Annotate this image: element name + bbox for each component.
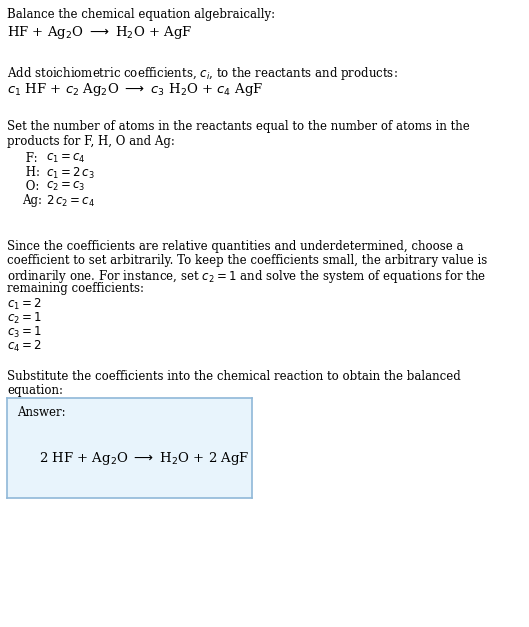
Text: Add stoichiometric coefficients, $c_i$, to the reactants and products:: Add stoichiometric coefficients, $c_i$, …	[7, 65, 398, 82]
Text: Balance the chemical equation algebraically:: Balance the chemical equation algebraica…	[7, 8, 275, 21]
Text: Answer:: Answer:	[17, 406, 66, 419]
Text: Set the number of atoms in the reactants equal to the number of atoms in the: Set the number of atoms in the reactants…	[7, 120, 470, 133]
Text: Substitute the coefficients into the chemical reaction to obtain the balanced: Substitute the coefficients into the che…	[7, 370, 461, 383]
Text: $c_1$ HF + $c_2$ Ag$_2$O $\longrightarrow$ $c_3$ H$_2$O + $c_4$ AgF: $c_1$ HF + $c_2$ Ag$_2$O $\longrightarro…	[7, 81, 263, 98]
Text: Ag:: Ag:	[22, 194, 42, 207]
Text: O:: O:	[22, 180, 39, 193]
Text: H:: H:	[22, 166, 40, 179]
Text: $c_2 = 1$: $c_2 = 1$	[7, 311, 42, 326]
Text: products for F, H, O and Ag:: products for F, H, O and Ag:	[7, 135, 175, 148]
Text: $c_1 = 2$: $c_1 = 2$	[7, 297, 42, 312]
Text: coefficient to set arbitrarily. To keep the coefficients small, the arbitrary va: coefficient to set arbitrarily. To keep …	[7, 254, 487, 267]
Text: F:: F:	[22, 152, 38, 165]
Text: $c_1 = 2\,c_3$: $c_1 = 2\,c_3$	[46, 166, 95, 181]
Text: $2\,c_2 = c_4$: $2\,c_2 = c_4$	[46, 194, 95, 209]
Text: $c_2 = c_3$: $c_2 = c_3$	[46, 180, 86, 193]
Text: equation:: equation:	[7, 384, 63, 397]
Text: HF + Ag$_2$O $\longrightarrow$ H$_2$O + AgF: HF + Ag$_2$O $\longrightarrow$ H$_2$O + …	[7, 24, 192, 41]
Text: $c_1 = c_4$: $c_1 = c_4$	[46, 152, 86, 165]
Text: $c_3 = 1$: $c_3 = 1$	[7, 325, 42, 340]
Text: ordinarily one. For instance, set $c_2 = 1$ and solve the system of equations fo: ordinarily one. For instance, set $c_2 =…	[7, 268, 486, 285]
Text: 2 HF + Ag$_2$O $\longrightarrow$ H$_2$O + 2 AgF: 2 HF + Ag$_2$O $\longrightarrow$ H$_2$O …	[39, 450, 249, 467]
Text: $c_4 = 2$: $c_4 = 2$	[7, 339, 42, 354]
Text: Since the coefficients are relative quantities and underdetermined, choose a: Since the coefficients are relative quan…	[7, 240, 463, 253]
Text: remaining coefficients:: remaining coefficients:	[7, 282, 144, 295]
